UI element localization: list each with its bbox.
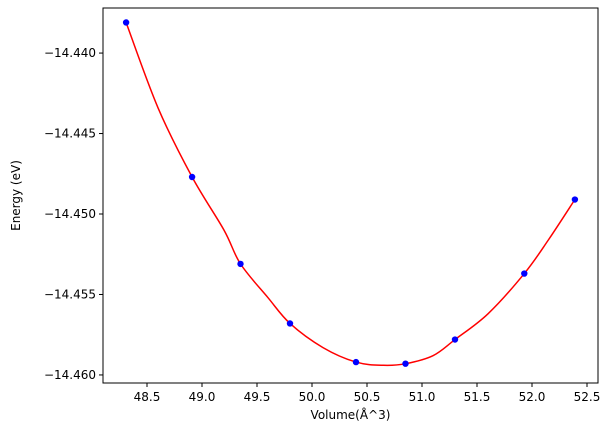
x-axis: 48.5 49.0 49.5 50.0 50.5 51.0 51.5 52.0 52.5 [134,383,601,404]
data-point [188,173,196,181]
data-point [451,336,459,343]
y-tick-label: −14.455 [44,287,96,301]
plot-frame [102,7,599,384]
x-tick-label: 48.5 [134,390,161,404]
x-axis-label: Volume(Å^3) [311,407,391,422]
data-point [286,320,294,327]
plot-area [102,7,599,384]
x-tick-label: 49.0 [189,390,216,404]
y-tick-label: −14.460 [44,368,96,382]
x-tick-label: 52.5 [574,390,601,404]
data-point [352,358,360,366]
y-tick-label: −14.450 [44,207,96,221]
x-tick-label: 50.0 [299,390,326,404]
data-point [521,270,528,277]
y-axis: −14.440 −14.445 −14.450 −14.455 −14.460 [44,46,103,382]
x-tick-label: 51.5 [464,390,491,404]
x-tick-label: 51.0 [409,390,436,404]
y-tick-label: −14.445 [44,127,96,141]
data-point [122,19,130,26]
x-tick-label: 49.5 [244,390,271,404]
fit-curve-line [125,22,576,367]
x-tick-label: 52.0 [519,390,546,404]
x-tick-label: 50.5 [354,390,381,404]
y-tick-label: −14.440 [44,46,96,60]
data-point [571,196,579,203]
y-axis-label: Energy (eV) [9,160,23,231]
chart-marks [122,19,579,367]
data-point [237,260,244,268]
data-point [402,360,409,367]
